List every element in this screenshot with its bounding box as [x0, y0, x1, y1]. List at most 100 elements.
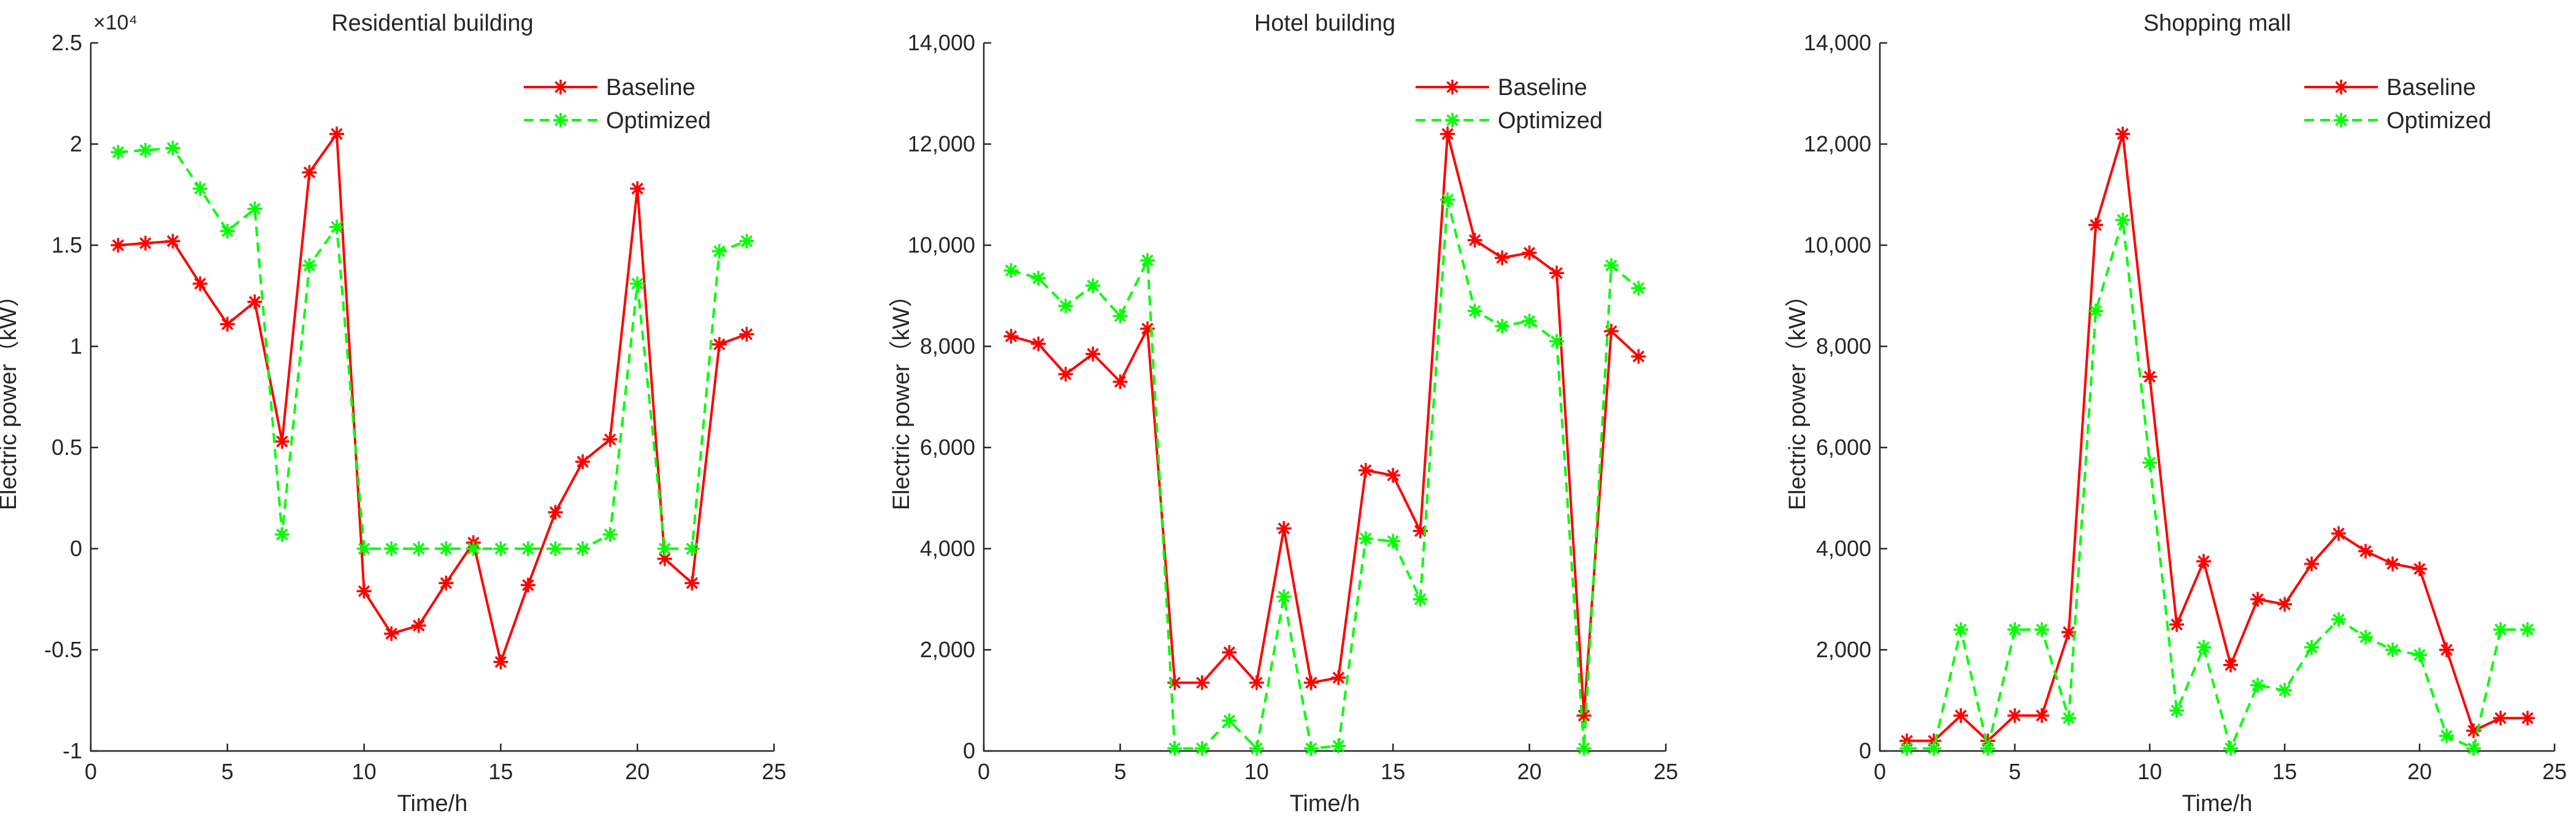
series-line-baseline	[1010, 134, 1639, 716]
data-point	[1980, 741, 1995, 756]
y-tick-label: 4,000	[1816, 536, 1871, 561]
x-tick-label: 15	[1381, 759, 1405, 784]
x-tick-label: 10	[1244, 759, 1269, 784]
data-point	[2250, 592, 2265, 607]
data-point	[1467, 303, 1482, 319]
data-point	[1303, 675, 1319, 690]
y-tick-label: 8,000	[920, 333, 975, 359]
data-point	[1604, 324, 1619, 339]
data-point	[2007, 622, 2022, 637]
legend: Baseline Optimized	[524, 75, 711, 134]
data-point	[2196, 639, 2211, 655]
data-point	[165, 140, 180, 156]
data-point	[2520, 622, 2535, 637]
data-point	[356, 584, 372, 599]
data-point	[493, 654, 508, 669]
data-point	[1953, 622, 1968, 637]
y-tick-label: 2,000	[1816, 637, 1871, 662]
data-point	[193, 276, 208, 291]
data-point	[302, 258, 317, 273]
y-tick-label: 14,000	[908, 30, 975, 55]
x-tick-label: 0	[978, 759, 990, 784]
y-tick-label: 8,000	[1816, 333, 1871, 359]
data-point	[2115, 212, 2130, 227]
x-tick-label: 10	[352, 759, 377, 784]
data-point	[2358, 544, 2373, 559]
data-point	[1167, 741, 1183, 756]
x-tick-label: 0	[1874, 759, 1886, 784]
y-tick-label: 2.5	[52, 30, 82, 55]
x-axis-label: Time/h	[397, 791, 468, 817]
data-point	[1495, 319, 1510, 333]
data-point	[356, 541, 372, 556]
legend-marker	[553, 113, 568, 128]
data-point	[1440, 126, 1455, 142]
data-point	[1495, 250, 1510, 265]
data-point	[2385, 556, 2400, 571]
data-point	[684, 541, 700, 556]
series-baseline	[1003, 126, 1646, 723]
series-optimized	[1003, 192, 1646, 756]
data-point	[2223, 657, 2238, 673]
data-point	[520, 541, 535, 556]
chart-panel-2: Hotel building 0 5 10 15 20 25 0 2,000 4,000 6,000…	[889, 10, 1678, 817]
data-point	[1058, 367, 1073, 382]
data-point	[1413, 592, 1428, 607]
data-point	[493, 541, 508, 556]
y-tick-label: 6,000	[920, 435, 975, 460]
data-point	[2412, 562, 2427, 576]
series-line-optimized	[118, 147, 748, 550]
data-point	[2277, 683, 2292, 698]
data-point	[1030, 336, 1046, 351]
data-point	[1276, 589, 1292, 604]
data-point	[2007, 708, 2022, 723]
legend-item-optimized: Optimized	[1416, 108, 1603, 134]
data-point	[384, 541, 399, 556]
data-point	[1194, 675, 1209, 690]
legend-label: Optimized	[2386, 108, 2491, 134]
data-point	[1467, 232, 1482, 248]
y-axis-label: Electric power（kW）	[0, 284, 21, 511]
data-point	[220, 316, 235, 332]
data-point	[684, 576, 700, 591]
legend: Baseline Optimized	[2304, 75, 2491, 134]
legend-label: Baseline	[2386, 75, 2476, 101]
data-point	[1522, 313, 1537, 329]
data-point	[439, 541, 454, 556]
data-point	[575, 541, 591, 556]
data-point	[1003, 329, 1019, 344]
data-point	[2169, 617, 2184, 632]
data-point	[193, 181, 208, 196]
data-point	[1926, 741, 1941, 756]
data-point	[2061, 625, 2076, 640]
data-point	[2115, 126, 2130, 142]
data-point	[2412, 647, 2427, 663]
legend-marker	[2334, 113, 2348, 128]
data-point	[1522, 245, 1537, 261]
series-line-optimized	[1010, 199, 1639, 752]
data-point	[2034, 708, 2049, 723]
data-point	[247, 294, 263, 310]
y-tick-label: 12,000	[908, 131, 975, 156]
series-optimized	[1899, 212, 2535, 756]
x-tick-label: 15	[488, 759, 513, 784]
data-point	[2358, 630, 2373, 645]
y-tick-label: 1.5	[52, 232, 82, 257]
data-point	[1222, 713, 1237, 728]
data-point	[247, 201, 263, 216]
data-point	[2034, 622, 2049, 637]
data-point	[657, 541, 672, 556]
y-tick-label: 12,000	[1804, 131, 1871, 156]
data-point	[165, 234, 180, 249]
data-point	[575, 454, 591, 470]
x-tick-label: 25	[762, 759, 786, 784]
data-point	[739, 327, 754, 342]
series-baseline	[1899, 126, 2535, 749]
data-point	[411, 618, 426, 633]
y-axis-label: Electric power（kW）	[889, 284, 914, 511]
data-point	[2088, 303, 2103, 319]
data-point	[1003, 263, 1019, 278]
legend-item-baseline: Baseline	[2304, 75, 2476, 101]
data-point	[1140, 253, 1155, 268]
